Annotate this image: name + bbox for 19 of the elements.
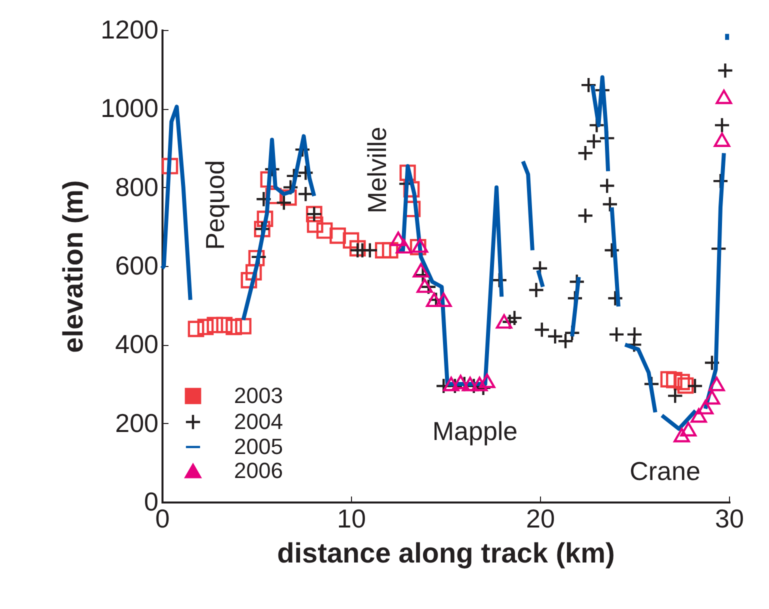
legend-label: 2006	[234, 458, 283, 483]
y-tick-label: 400	[115, 329, 158, 360]
legend-label: 2004	[234, 409, 283, 434]
x-tick-label: 30	[715, 504, 744, 534]
y-tick-label: 600	[115, 250, 158, 280]
y-tick-label: 1000	[100, 93, 158, 124]
y-axis-title: elevation (m)	[58, 180, 89, 353]
annotation: Pequod	[200, 160, 230, 250]
y-tick-label: 800	[115, 172, 158, 202]
x-tick-label: 20	[526, 504, 555, 534]
annotation: Melville	[362, 126, 392, 214]
x-tick-label: 10	[337, 504, 366, 534]
y-tick-label: 200	[115, 408, 158, 438]
legend-label: 2005	[234, 434, 283, 459]
y-tick-label: 1200	[100, 14, 158, 44]
annotation: Crane	[630, 456, 700, 486]
annotation: Mapple	[432, 416, 518, 446]
legend-label: 2003	[234, 383, 283, 408]
x-axis-title: distance along track (km)	[277, 538, 615, 568]
